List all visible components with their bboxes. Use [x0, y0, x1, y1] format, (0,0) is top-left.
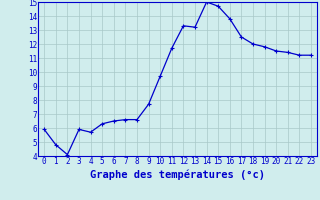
X-axis label: Graphe des températures (°c): Graphe des températures (°c) — [90, 169, 265, 180]
